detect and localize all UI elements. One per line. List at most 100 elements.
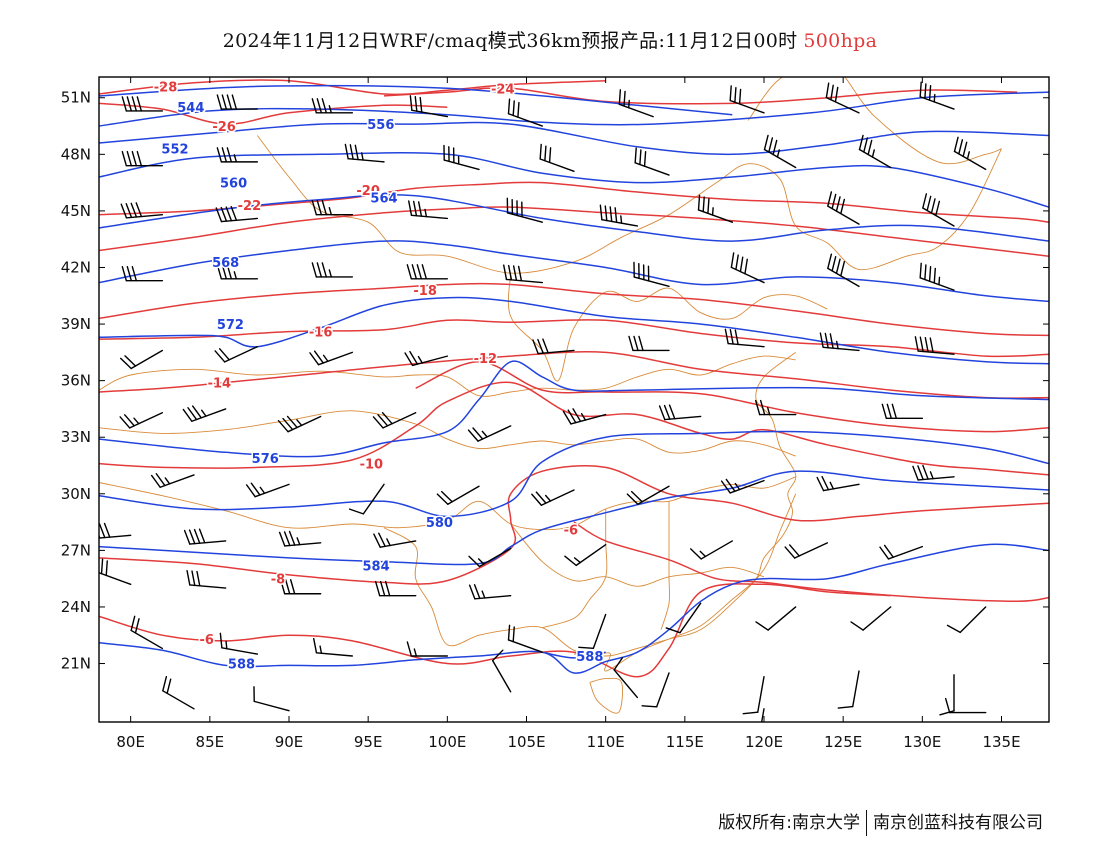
wind-barb <box>944 697 987 714</box>
wind-barb-staff <box>382 412 417 429</box>
wind-barb-feather <box>250 482 261 496</box>
temperature-contour <box>573 521 1049 603</box>
wind-barb-feather <box>633 335 639 352</box>
wind-barb-feather <box>924 83 927 100</box>
wind-barb-feather <box>788 544 800 557</box>
wind-barb-staff <box>917 476 955 481</box>
wind-barb-feather <box>349 144 354 160</box>
wind-barb-feather <box>155 473 166 487</box>
wind-barb-feather <box>348 508 365 515</box>
wind-barb-feather <box>221 264 228 280</box>
geopotential-contour <box>99 296 1049 365</box>
temperature-label: -18 <box>413 284 437 299</box>
wind-barb-half-feather <box>776 149 780 158</box>
wind-barb <box>130 615 164 650</box>
wind-barb <box>858 134 892 169</box>
wind-barb-feather <box>830 84 834 101</box>
wind-barb <box>121 265 164 282</box>
wind-barb <box>99 522 132 539</box>
wind-barb-feather <box>658 405 666 421</box>
wind-barb-feather <box>742 711 759 715</box>
wind-barb-feather <box>183 529 191 545</box>
wind-barb-half-feather <box>477 558 485 565</box>
wind-barb-feather <box>126 265 133 282</box>
wind-barb-half-feather <box>481 590 486 599</box>
wind-barb-feather <box>103 522 111 538</box>
geopotential-label: 584 <box>363 559 390 574</box>
wind-barb-feather <box>837 705 854 709</box>
wind-barb-feather <box>919 336 924 353</box>
wind-barb-staff <box>189 540 227 545</box>
wind-barb-staff <box>315 652 354 657</box>
wind-barb <box>730 252 765 284</box>
pressure-level-label: 500hpa <box>803 30 878 52</box>
wind-barb <box>506 197 544 223</box>
wind-barb-feather <box>491 649 504 662</box>
wind-barb-feather <box>186 569 191 586</box>
boundary-line <box>574 352 797 672</box>
wind-barb-feather <box>188 529 196 545</box>
wind-barb-feather <box>198 528 206 544</box>
wind-barb-staff <box>570 413 607 425</box>
wind-barb <box>953 136 987 171</box>
wind-barb-feather <box>599 204 603 221</box>
wind-barb <box>99 558 132 586</box>
copyright-owner: 版权所有:南京大学 <box>718 813 860 833</box>
wind-barb-feather <box>216 94 223 110</box>
wind-barb <box>658 404 702 421</box>
wind-barb-feather <box>166 678 172 694</box>
wind-barb-feather <box>219 632 223 649</box>
wind-barb <box>816 475 860 492</box>
wind-barb-feather <box>729 85 732 102</box>
wind-barb <box>183 528 227 545</box>
wind-barb-staff <box>729 479 765 494</box>
wind-barb-layer <box>99 81 987 722</box>
temperature-contour <box>383 87 1018 105</box>
wind-barb <box>348 483 385 515</box>
wind-barb <box>436 485 480 505</box>
wind-barb-feather <box>126 150 133 167</box>
lon-label: 130E <box>903 733 941 751</box>
wind-barb-feather <box>282 417 294 431</box>
wind-barb <box>219 632 259 655</box>
wind-barb-feather <box>578 646 595 650</box>
wind-barb-staff <box>757 676 765 713</box>
wind-barb-feather <box>419 96 423 113</box>
boundary-line <box>383 493 797 657</box>
wind-barb <box>633 261 670 288</box>
wind-barb <box>763 134 797 169</box>
wind-barb-feather <box>408 200 413 217</box>
temperature-label: -12 <box>474 352 498 367</box>
wind-barb-half-feather <box>711 207 714 216</box>
wind-barb-half-feather <box>481 430 488 438</box>
wind-barb <box>825 82 860 114</box>
wind-barb <box>311 262 354 278</box>
boundary-line <box>99 410 796 457</box>
wind-barb-feather <box>922 193 928 209</box>
lat-label: 48N <box>61 145 91 163</box>
wind-barb-feather <box>532 339 539 355</box>
wind-barb-half-feather <box>734 482 741 491</box>
wind-barb-staff <box>618 103 654 118</box>
wind-barb <box>827 253 860 288</box>
wind-barb-feather <box>928 84 932 101</box>
wind-barb-staff <box>539 158 575 172</box>
wind-barb-feather <box>626 493 639 505</box>
wind-barb-half-feather <box>322 354 329 362</box>
wind-barb <box>119 349 164 370</box>
wind-barb-half-feather <box>328 105 333 114</box>
wind-barb-feather <box>919 81 922 98</box>
wind-barb-half-feather <box>620 215 623 224</box>
wind-barb-feather <box>321 98 328 114</box>
wind-barb-feather <box>944 697 951 714</box>
wind-barb-feather <box>468 584 476 600</box>
wind-barb-staff <box>700 540 734 560</box>
wind-barb <box>634 147 670 176</box>
wind-barb-half-feather <box>259 486 266 494</box>
wind-barb <box>216 264 259 280</box>
wind-barb-feather <box>914 336 919 352</box>
wind-barb-feather <box>827 253 833 270</box>
contour-labels: -28 -26 -24 -22 -20 -18 -16 -14 -12 -10 -8 -6 -6 544 5… <box>152 79 605 674</box>
wind-barb-feather <box>440 490 453 503</box>
wind-barb-feather <box>196 570 201 587</box>
